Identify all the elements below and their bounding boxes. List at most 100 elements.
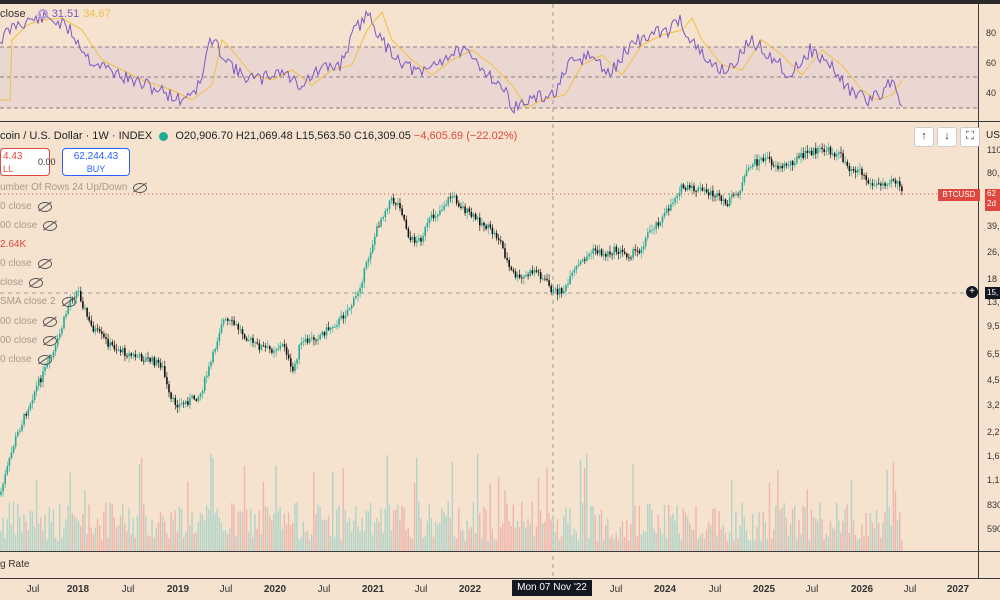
candle-body [273,351,275,353]
hidden-eye-icon[interactable] [37,201,52,212]
hidden-eye-icon[interactable] [37,258,52,269]
volume-bar [731,479,733,551]
hidden-eye-icon[interactable] [133,182,148,193]
candle-body [10,452,13,458]
hidden-eye-icon[interactable] [43,335,58,346]
volume-bar [285,524,288,551]
indicator-row[interactable]: 00 close [0,316,58,327]
volume-bar [180,509,183,551]
rsi-legend[interactable]: close 31.51 34.67 [0,8,111,20]
time-axis-label: Jul [708,584,722,595]
indicator-row[interactable]: 00 close [0,335,58,346]
volume-bar [743,516,745,551]
indicator-row[interactable]: 0 close [0,354,52,365]
volume-bar [411,538,414,551]
volume-bar [867,536,869,551]
volume-bar [737,538,739,551]
candle-body [710,190,712,196]
candle-body [518,274,521,278]
candle-body [886,184,888,186]
volume-bar [594,514,596,551]
time-axis-label: Jul [317,584,331,595]
candle-body [615,246,618,252]
candle-body [884,183,886,186]
buy-button[interactable]: 62,244.43 BUY [62,148,130,176]
indicator-row[interactable]: 0 close [0,258,52,269]
indicator-row[interactable]: close [0,277,44,288]
candle-body [464,206,466,214]
volume-bar [615,532,617,551]
candle-body [460,206,462,209]
volume-bar [586,453,588,551]
volume-bar [256,528,258,551]
candle-body [705,189,708,193]
candle-body [149,357,151,362]
candle-body [777,165,779,169]
candle-body [609,251,611,255]
candle-body [758,159,760,166]
candle-body [888,183,891,185]
volume-bar [705,529,708,551]
hidden-eye-icon[interactable] [61,296,76,307]
indicator-row[interactable]: 0 close [0,201,52,212]
fit-screen-button[interactable]: ⛶ [960,127,980,147]
volume-bar [854,535,857,551]
volume-bar [140,457,143,551]
bottom-indicator-label[interactable]: g Rate [0,559,30,570]
pane-divider-bottom[interactable] [0,551,1000,552]
volume-bar [632,463,634,551]
candle-body [590,253,592,255]
indicator-row[interactable]: 00 close [0,220,58,231]
volume-bar [29,510,31,551]
settings-icon[interactable] [37,9,48,19]
hidden-eye-icon[interactable] [43,220,58,231]
ohlc-close: C16,309.05 [353,130,411,142]
hidden-eye-icon[interactable] [37,354,52,365]
volume-bar [178,506,181,551]
candle-body [109,342,111,347]
volume-bar [838,520,840,551]
candle-body [4,474,6,484]
time-axis-border [0,578,1000,579]
volume-bar [273,513,275,551]
volume-bar [508,520,510,551]
candle-body [892,179,895,181]
volume-bar [424,535,426,551]
scroll-down-button[interactable]: ↓ [937,127,957,147]
rsi-ma-value: 34.67 [83,8,111,20]
time-axis-label: Jul [805,584,819,595]
candle-body [166,376,168,385]
sell-button[interactable]: 4.43 LL [0,148,50,176]
volume-bar [27,530,29,551]
candle-body [189,397,191,405]
candle-body [785,163,788,166]
scroll-up-button[interactable]: ↑ [914,127,934,147]
hidden-eye-icon[interactable] [29,277,44,288]
pane-divider-rsi[interactable] [0,121,1000,122]
volume-bar [735,512,737,551]
volume-bar [483,506,485,551]
volume-bar [899,511,901,551]
volume-bar [573,528,575,551]
candle-body [21,424,23,431]
candle-body [630,257,632,259]
volume-bar [470,527,472,551]
indicator-row[interactable]: SMA close 2 [0,296,76,307]
volume-bar [657,515,659,551]
indicator-row-volume-profile[interactable]: umber Of Rows 24 Up/Down [0,182,148,193]
candle-body [101,331,103,334]
symbol-title-bar[interactable]: coin / U.S. Dollar · 1W · INDEX O20,906.… [0,130,517,142]
candle-body [279,345,282,349]
candle-body [399,203,401,209]
candle-body [552,289,555,293]
volume-bar [338,505,340,551]
candle-body [491,227,494,235]
candle-body [395,203,397,205]
volume-bar [563,516,565,551]
volume-bar [861,523,863,551]
indicator-row[interactable]: 2.64K [0,239,26,250]
currency-selector[interactable]: US [986,130,1000,141]
add-alert-plus-icon[interactable]: + [966,286,978,298]
hidden-eye-icon[interactable] [43,316,58,327]
